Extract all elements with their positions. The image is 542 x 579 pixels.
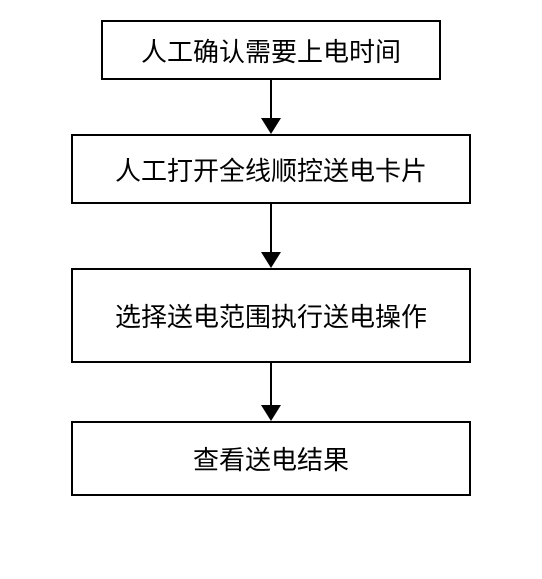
node-label: 选择送电范围执行送电操作 xyxy=(115,297,427,334)
flowchart-node-2: 人工打开全线顺控送电卡片 xyxy=(71,134,471,204)
arrow-head-icon xyxy=(261,252,281,268)
arrow-head-icon xyxy=(261,405,281,421)
flowchart-node-3: 选择送电范围执行送电操作 xyxy=(71,268,471,363)
flowchart-container: 人工确认需要上电时间 人工打开全线顺控送电卡片 选择送电范围执行送电操作 查看送… xyxy=(71,20,471,496)
flowchart-node-1: 人工确认需要上电时间 xyxy=(101,20,441,80)
arrow-line-icon xyxy=(270,363,272,405)
node-label: 查看送电结果 xyxy=(193,440,349,477)
arrow-line-icon xyxy=(270,80,272,118)
arrow-line-icon xyxy=(270,204,272,252)
flowchart-arrow-3 xyxy=(261,363,281,421)
node-label: 人工确认需要上电时间 xyxy=(141,32,401,69)
flowchart-node-4: 查看送电结果 xyxy=(71,421,471,496)
node-label: 人工打开全线顺控送电卡片 xyxy=(115,151,427,188)
flowchart-arrow-2 xyxy=(261,204,281,268)
arrow-head-icon xyxy=(261,118,281,134)
flowchart-arrow-1 xyxy=(261,80,281,134)
